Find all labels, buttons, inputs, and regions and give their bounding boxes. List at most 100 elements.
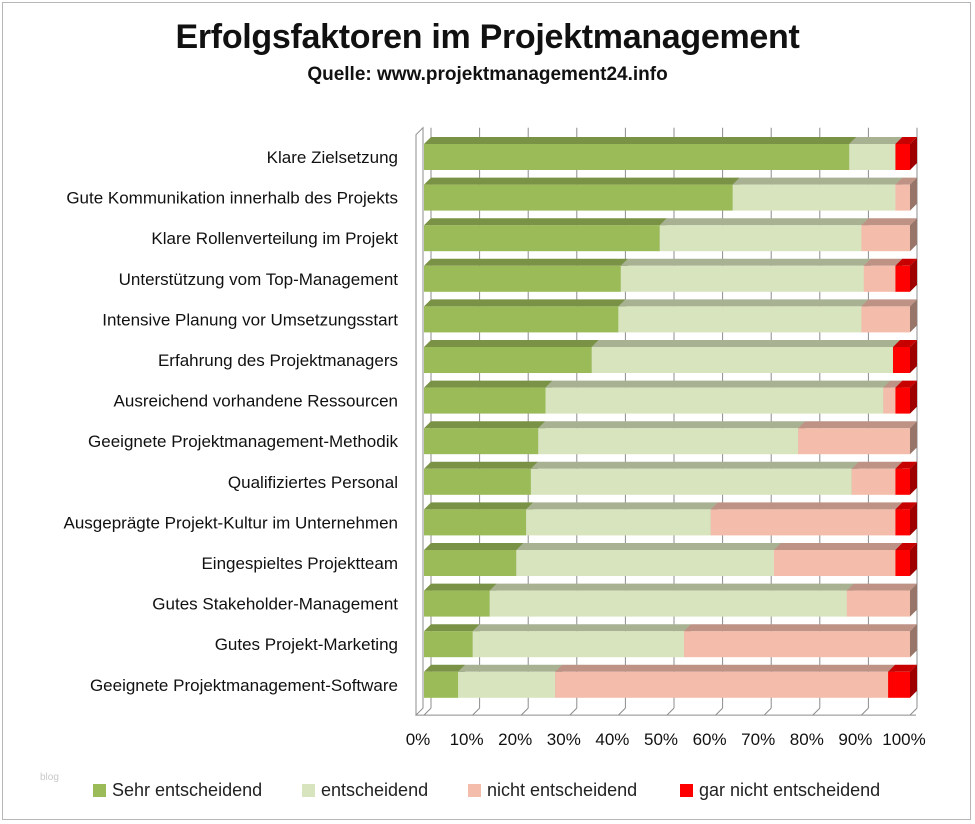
bar-segment-top xyxy=(424,258,628,266)
bar-segment xyxy=(424,144,850,170)
bar-segment-top xyxy=(888,664,917,672)
bar-segment xyxy=(424,184,733,211)
legend-swatch xyxy=(93,784,106,797)
bar-segment xyxy=(732,184,896,211)
bar-segment-top xyxy=(530,461,859,469)
bar-segment-top xyxy=(895,502,917,510)
x-tick-label: 40% xyxy=(595,730,629,749)
bar-segment xyxy=(846,590,910,617)
bar-segment-top xyxy=(591,340,900,347)
x-tick-label: 50% xyxy=(644,730,678,749)
category-label: Gute Kommunikation innerhalb des Projekt… xyxy=(66,189,398,208)
chart-legend: Sehr entscheidend entscheidend nicht ent… xyxy=(0,780,975,804)
bar-segment xyxy=(773,550,896,576)
x-tick-label: 30% xyxy=(547,730,581,749)
bar-segment xyxy=(489,590,847,617)
bar-segment-top xyxy=(861,218,917,226)
bar-segment-top xyxy=(424,624,480,632)
bar-segment-top xyxy=(851,461,903,469)
bar-segment xyxy=(530,468,852,495)
bar-segment-top xyxy=(555,664,896,672)
legend-item-gar-nicht-entscheidend: gar nicht entscheidend xyxy=(680,780,880,801)
floor-gridline xyxy=(618,707,626,716)
category-label: Eingespieltes Projektteam xyxy=(201,554,398,573)
bar-segment-top xyxy=(895,380,917,388)
bar-segment xyxy=(458,671,556,698)
bar-segment xyxy=(895,144,910,170)
legend-item-sehr-entscheidend: Sehr entscheidend xyxy=(93,780,262,801)
bar-segment-top xyxy=(895,461,917,469)
category-label: Geeignete Projektmanagement-Software xyxy=(90,676,398,695)
x-tick-label: 100% xyxy=(882,730,925,749)
x-tick-label: 70% xyxy=(741,730,775,749)
legend-label: gar nicht entscheidend xyxy=(699,780,881,800)
legend-label: entscheidend xyxy=(321,780,429,800)
bar-segment-side xyxy=(910,340,917,373)
bar-segment xyxy=(659,225,862,252)
bar-segment-top xyxy=(538,421,806,429)
bar-segment xyxy=(710,509,896,536)
bar-segment-side xyxy=(910,543,917,576)
floor-gridline xyxy=(812,707,821,716)
bar-segment xyxy=(424,550,517,576)
floor-gridline xyxy=(472,707,480,716)
bar-segment xyxy=(895,550,910,576)
x-tick-label: 90% xyxy=(838,730,872,749)
bar-segment-top xyxy=(526,502,718,510)
bar-segment xyxy=(798,428,910,455)
legend-label: nicht entscheidend xyxy=(487,780,638,800)
bar-segment xyxy=(895,509,910,536)
category-label: Erfahrung des Projektmanagers xyxy=(158,351,398,370)
category-label: Qualifiziertes Personal xyxy=(228,473,398,492)
x-tick-label: 80% xyxy=(790,730,824,749)
bar-segment-top xyxy=(773,543,903,550)
floor-gridline xyxy=(423,707,432,716)
bar-segment-top xyxy=(424,502,534,510)
category-label: Ausgeprägte Projekt-Kultur im Unternehme… xyxy=(64,513,399,532)
bar-segment-top xyxy=(545,380,891,388)
bar-segment xyxy=(424,631,473,658)
bar-segment-top xyxy=(710,502,903,510)
bar-segment xyxy=(472,631,685,658)
x-tick-label: 10% xyxy=(450,730,484,749)
bar-segment-top xyxy=(424,299,626,307)
bar-segment xyxy=(892,347,910,373)
floor-gridline xyxy=(861,707,869,716)
bar-segment xyxy=(849,144,896,170)
bar-segment-top xyxy=(424,664,466,672)
floor-gridline xyxy=(520,707,529,716)
bar-segment xyxy=(424,428,539,455)
bar-segment xyxy=(555,671,889,698)
bar-segment-top xyxy=(424,583,497,591)
legend-swatch xyxy=(680,784,693,797)
bar-segment-top xyxy=(516,543,781,550)
x-tick-label: 0% xyxy=(406,730,431,749)
floor-gridline xyxy=(666,707,675,716)
category-label: Ausreichend vorhandene Ressourcen xyxy=(114,392,398,411)
bar-segment-top xyxy=(458,664,563,672)
bar-segment-top xyxy=(424,340,599,347)
legend-label: Sehr entscheidend xyxy=(112,780,263,800)
bar-segment-side xyxy=(910,380,917,414)
bar-segment-top xyxy=(861,299,917,307)
bar-segment xyxy=(861,306,910,333)
bar-segment-top xyxy=(849,137,903,144)
bar-segment-side xyxy=(910,137,917,170)
bar-segment xyxy=(851,468,896,495)
bar-segment xyxy=(424,590,490,617)
bar-segment-top xyxy=(472,624,692,632)
x-tick-label: 60% xyxy=(693,730,727,749)
category-label: Gutes Projekt-Marketing xyxy=(215,635,398,654)
bar-segment-side xyxy=(910,583,917,617)
bar-segment-top xyxy=(618,299,869,307)
legend-swatch xyxy=(302,784,315,797)
bar-segment-top xyxy=(798,421,917,429)
bar-segment xyxy=(424,265,621,292)
bar-segment-top xyxy=(424,421,546,429)
bar-segment xyxy=(424,225,660,252)
bar-segment xyxy=(895,265,910,292)
bar-segment xyxy=(424,347,592,373)
bar-segment-top xyxy=(895,137,917,144)
bar-segment-top xyxy=(846,583,917,591)
